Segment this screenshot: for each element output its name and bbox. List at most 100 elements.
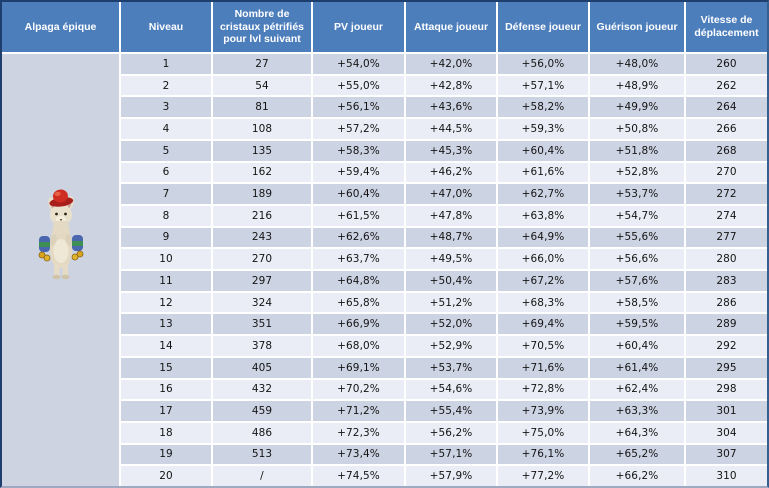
cell-guerison: +64,3%	[590, 422, 684, 443]
cell-defense: +67,2%	[498, 271, 588, 291]
cell-guerison: +51,8%	[590, 140, 684, 161]
cell-attaque: +57,9%	[406, 466, 496, 486]
cell-guerison: +66,2%	[590, 466, 684, 486]
cell-niveau: 2	[121, 75, 211, 96]
cell-niveau: 1	[121, 54, 211, 74]
cell-attaque: +52,9%	[406, 336, 496, 356]
cell-pv: +70,2%	[313, 379, 404, 400]
cell-attaque: +49,5%	[406, 249, 496, 269]
cell-attaque: +42,0%	[406, 54, 496, 74]
cell-niveau: 8	[121, 205, 211, 226]
cell-vitesse: 262	[686, 75, 767, 96]
cell-cristaux: 405	[213, 357, 311, 378]
cell-cristaux: 378	[213, 336, 311, 356]
cell-vitesse: 307	[686, 444, 767, 465]
cell-defense: +60,4%	[498, 140, 588, 161]
cell-niveau: 14	[121, 336, 211, 356]
cell-defense: +58,2%	[498, 97, 588, 118]
cell-guerison: +56,6%	[590, 249, 684, 269]
cell-pv: +59,4%	[313, 162, 404, 183]
cell-defense: +73,9%	[498, 401, 588, 421]
cell-defense: +72,8%	[498, 379, 588, 400]
cell-attaque: +55,4%	[406, 401, 496, 421]
cell-cristaux: 324	[213, 292, 311, 313]
cell-cristaux: 297	[213, 271, 311, 291]
cell-vitesse: 270	[686, 162, 767, 183]
cell-attaque: +56,2%	[406, 422, 496, 443]
cell-guerison: +54,7%	[590, 205, 684, 226]
cell-defense: +75,0%	[498, 422, 588, 443]
cell-guerison: +53,7%	[590, 184, 684, 204]
cell-niveau: 13	[121, 314, 211, 335]
cell-pv: +72,3%	[313, 422, 404, 443]
cell-cristaux: 243	[213, 227, 311, 248]
cell-attaque: +52,0%	[406, 314, 496, 335]
cell-defense: +64,9%	[498, 227, 588, 248]
cell-cristaux: 270	[213, 249, 311, 269]
creature-panel	[2, 54, 119, 486]
cell-vitesse: 310	[686, 466, 767, 486]
cell-guerison: +65,2%	[590, 444, 684, 465]
cell-pv: +74,5%	[313, 466, 404, 486]
cell-guerison: +49,9%	[590, 97, 684, 118]
cell-niveau: 15	[121, 357, 211, 378]
cell-pv: +57,2%	[313, 119, 404, 139]
cell-defense: +61,6%	[498, 162, 588, 183]
cell-guerison: +60,4%	[590, 336, 684, 356]
cell-attaque: +46,2%	[406, 162, 496, 183]
cell-vitesse: 264	[686, 97, 767, 118]
cell-niveau: 5	[121, 140, 211, 161]
cell-vitesse: 292	[686, 336, 767, 356]
cell-vitesse: 289	[686, 314, 767, 335]
cell-niveau: 19	[121, 444, 211, 465]
cell-pv: +73,4%	[313, 444, 404, 465]
cell-attaque: +57,1%	[406, 444, 496, 465]
cell-vitesse: 260	[686, 54, 767, 74]
header-niveau: Niveau	[121, 2, 211, 52]
cell-pv: +61,5%	[313, 205, 404, 226]
cell-attaque: +51,2%	[406, 292, 496, 313]
cell-pv: +54,0%	[313, 54, 404, 74]
cell-niveau: 3	[121, 97, 211, 118]
cell-vitesse: 277	[686, 227, 767, 248]
cell-guerison: +48,9%	[590, 75, 684, 96]
cell-vitesse: 272	[686, 184, 767, 204]
header-vitesse: Vitesse de déplacement	[686, 2, 767, 52]
cell-pv: +60,4%	[313, 184, 404, 204]
cell-pv: +55,0%	[313, 75, 404, 96]
header-pv: PV joueur	[313, 2, 404, 52]
cell-attaque: +47,8%	[406, 205, 496, 226]
cell-attaque: +47,0%	[406, 184, 496, 204]
cell-cristaux: 27	[213, 54, 311, 74]
cell-cristaux: 216	[213, 205, 311, 226]
cell-defense: +68,3%	[498, 292, 588, 313]
cell-pv: +69,1%	[313, 357, 404, 378]
cell-defense: +63,8%	[498, 205, 588, 226]
cell-niveau: 18	[121, 422, 211, 443]
cell-defense: +76,1%	[498, 444, 588, 465]
cell-pv: +64,8%	[313, 271, 404, 291]
cell-defense: +62,7%	[498, 184, 588, 204]
alpaca-image	[38, 189, 83, 280]
cell-pv: +66,9%	[313, 314, 404, 335]
cell-pv: +63,7%	[313, 249, 404, 269]
cell-pv: +62,6%	[313, 227, 404, 248]
cell-guerison: +50,8%	[590, 119, 684, 139]
cell-guerison: +61,4%	[590, 357, 684, 378]
cell-cristaux: 459	[213, 401, 311, 421]
cell-vitesse: 266	[686, 119, 767, 139]
cell-cristaux: 189	[213, 184, 311, 204]
cell-attaque: +45,3%	[406, 140, 496, 161]
cell-attaque: +48,7%	[406, 227, 496, 248]
cell-pv: +68,0%	[313, 336, 404, 356]
cell-vitesse: 280	[686, 249, 767, 269]
cell-niveau: 12	[121, 292, 211, 313]
cell-attaque: +43,6%	[406, 97, 496, 118]
cell-defense: +57,1%	[498, 75, 588, 96]
cell-cristaux: 108	[213, 119, 311, 139]
cell-pv: +56,1%	[313, 97, 404, 118]
cell-pv: +71,2%	[313, 401, 404, 421]
cell-attaque: +53,7%	[406, 357, 496, 378]
cell-vitesse: 274	[686, 205, 767, 226]
header-creature: Alpaga épique	[2, 2, 119, 52]
